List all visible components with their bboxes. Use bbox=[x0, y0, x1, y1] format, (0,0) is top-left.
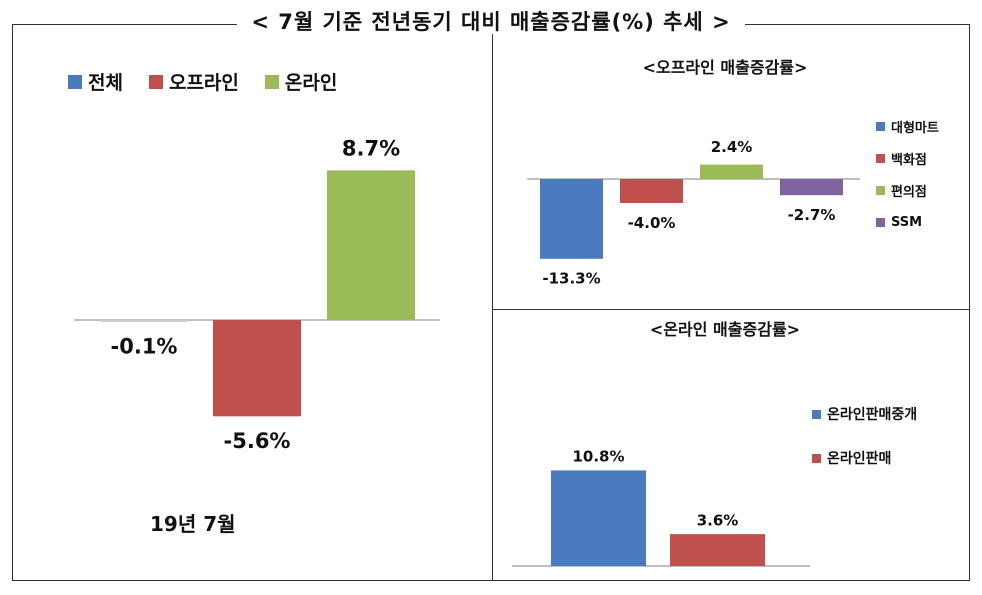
period-caption: 19년 7월 bbox=[150, 512, 236, 536]
legend-label-hypermarket: 대형마트 bbox=[891, 120, 939, 136]
data-label-hypermarket: -13.3% bbox=[542, 270, 600, 288]
bar-department-store bbox=[620, 179, 683, 203]
legend-item-online: 온라인 bbox=[264, 68, 338, 95]
online-chart-title: <온라인 매출증감률> bbox=[649, 320, 801, 339]
legend-swatch-ssm bbox=[876, 217, 885, 227]
bar-ssm bbox=[780, 179, 843, 196]
legend-item-total: 전체 bbox=[68, 68, 123, 95]
legend-item-offline: 오프라인 bbox=[148, 68, 239, 95]
data-label-online-sales: 3.6% bbox=[697, 511, 739, 529]
data-label-total: -0.1% bbox=[111, 334, 178, 358]
legend-item-convenience-store: 편의점 bbox=[876, 174, 939, 206]
legend-item-hypermarket: 대형마트 bbox=[876, 110, 939, 142]
horizontal-divider bbox=[492, 309, 970, 310]
data-label-convenience-store: 2.4% bbox=[711, 138, 753, 156]
offline-legend: 대형마트 백화점 편의점 SSM bbox=[876, 110, 939, 238]
legend-item-marketplace: 온라인판매중개 bbox=[812, 386, 917, 442]
legend-item-ssm: SSM bbox=[876, 206, 939, 238]
data-label-ssm: -2.7% bbox=[788, 206, 836, 224]
bar-total bbox=[100, 320, 188, 322]
bar-marketplace bbox=[551, 470, 646, 566]
legend-swatch-online bbox=[264, 74, 279, 89]
legend-item-online-sales: 온라인판매 bbox=[812, 442, 917, 474]
legend-swatch-offline bbox=[148, 74, 163, 89]
bar-convenience-store bbox=[700, 164, 763, 179]
legend-swatch-department-store bbox=[876, 153, 885, 163]
legend-item-department-store: 백화점 bbox=[876, 142, 939, 174]
legend-label-department-store: 백화점 bbox=[891, 152, 927, 168]
bar-offline bbox=[213, 320, 301, 417]
legend-swatch-marketplace bbox=[812, 409, 821, 419]
online-legend: 온라인판매중개 온라인판매 bbox=[812, 386, 917, 474]
legend-swatch-hypermarket bbox=[876, 121, 885, 131]
vertical-divider bbox=[492, 24, 493, 581]
data-label-online: 8.7% bbox=[342, 137, 400, 161]
legend-swatch-online-sales bbox=[812, 453, 821, 463]
legend-label-marketplace: 온라인판매중개 bbox=[827, 407, 918, 423]
data-label-department-store: -4.0% bbox=[628, 214, 676, 232]
legend-label-online: 온라인 bbox=[284, 72, 338, 94]
bar-hypermarket bbox=[540, 179, 603, 259]
data-label-offline: -5.6% bbox=[224, 429, 291, 453]
legend-label-online-sales: 온라인판매 bbox=[827, 451, 892, 467]
data-label-marketplace: 10.8% bbox=[572, 448, 624, 466]
legend-label-total: 전체 bbox=[88, 72, 123, 94]
legend-swatch-convenience-store bbox=[876, 185, 885, 195]
main-legend: 전체 오프라인 온라인 bbox=[68, 68, 363, 95]
bar-online bbox=[327, 170, 415, 320]
offline-chart-title: <오프라인 매출증감률> bbox=[642, 58, 808, 77]
page-title: < 7월 기준 전년동기 대비 매출증감률(%) 추세 > bbox=[0, 6, 982, 36]
page-title-text: < 7월 기준 전년동기 대비 매출증감률(%) 추세 > bbox=[237, 10, 745, 34]
legend-swatch-total bbox=[68, 74, 82, 89]
legend-label-convenience-store: 편의점 bbox=[891, 184, 927, 200]
bar-online-sales bbox=[670, 534, 765, 566]
legend-label-ssm: SSM bbox=[891, 214, 923, 230]
legend-label-offline: 오프라인 bbox=[168, 72, 239, 94]
